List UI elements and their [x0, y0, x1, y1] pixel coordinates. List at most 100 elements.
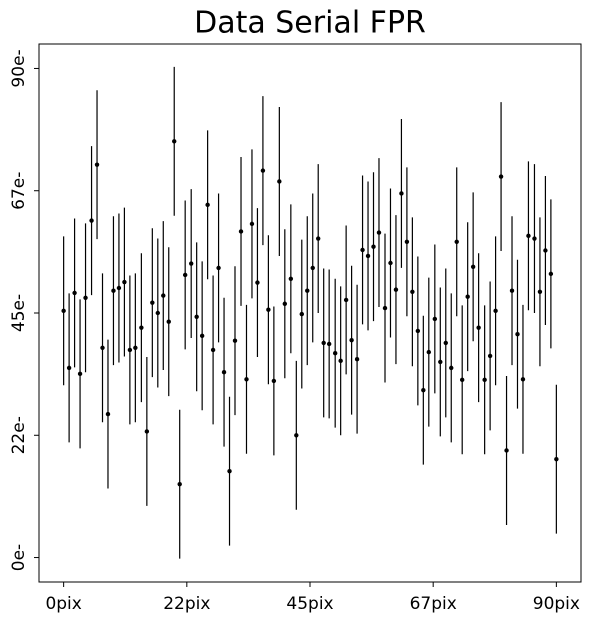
point: [316, 236, 321, 241]
point: [294, 433, 299, 438]
point: [520, 377, 526, 382]
point: [89, 218, 94, 223]
y-tick-label: 0e-: [9, 544, 29, 571]
point: [454, 239, 459, 245]
point: [249, 221, 255, 227]
point: [404, 239, 410, 245]
point: [376, 230, 382, 235]
y-tick-label: 67e-: [9, 172, 29, 210]
point: [482, 377, 487, 383]
x-tick-label: 45pix: [286, 594, 333, 614]
point: [116, 285, 122, 291]
point: [421, 387, 426, 393]
point: [360, 247, 365, 253]
point: [410, 289, 415, 295]
point: [216, 265, 221, 271]
point: [77, 371, 83, 377]
point: [94, 162, 100, 167]
point: [543, 248, 548, 253]
point: [61, 308, 66, 314]
point: [105, 411, 111, 417]
point: [326, 341, 332, 347]
point: [100, 345, 105, 350]
point: [415, 328, 421, 334]
y-tick-label: 45e-: [9, 294, 29, 332]
point: [365, 253, 371, 259]
point: [194, 314, 199, 320]
point: [133, 345, 138, 350]
chart-title: Data Serial FPR: [194, 6, 426, 41]
point: [470, 264, 476, 270]
point: [443, 340, 448, 346]
point: [227, 468, 232, 474]
point: [232, 338, 238, 343]
point: [199, 333, 205, 339]
point: [332, 351, 338, 356]
point: [393, 287, 399, 292]
point: [127, 347, 133, 353]
point: [72, 290, 77, 296]
point: [66, 365, 72, 371]
point: [509, 288, 515, 293]
point: [548, 271, 554, 277]
point: [321, 340, 326, 346]
point: [111, 288, 116, 293]
point: [476, 325, 481, 330]
x-tick-label: 90pix: [533, 594, 580, 614]
point: [221, 370, 227, 375]
point: [343, 297, 349, 303]
point: [210, 347, 216, 353]
point: [438, 359, 443, 365]
point: [266, 307, 271, 312]
point: [493, 308, 498, 314]
point: [122, 279, 127, 285]
point: [244, 377, 249, 382]
point: [260, 168, 266, 173]
point: [371, 244, 376, 249]
point: [161, 293, 166, 298]
point: [139, 325, 144, 330]
x-tick-label: 22pix: [163, 594, 210, 614]
point: [238, 229, 244, 234]
point: [150, 300, 155, 305]
point: [388, 260, 393, 266]
point: [299, 311, 304, 317]
point: [271, 378, 277, 384]
point: [399, 191, 404, 196]
point: [305, 288, 310, 293]
point: [255, 280, 260, 285]
point: [177, 481, 182, 487]
x-tick-label: 67pix: [410, 594, 457, 614]
point: [487, 353, 493, 359]
point: [349, 337, 354, 343]
x-tick-label: 0pix: [45, 594, 81, 614]
point: [172, 139, 177, 144]
point: [144, 429, 150, 434]
point: [465, 294, 470, 299]
point: [449, 365, 454, 371]
point: [166, 319, 171, 324]
point: [498, 174, 504, 179]
point: [382, 305, 388, 311]
point: [310, 265, 315, 271]
point: [155, 310, 161, 316]
point: [182, 272, 188, 278]
point: [83, 295, 88, 300]
point: [526, 233, 531, 239]
point: [532, 236, 537, 241]
point: [354, 356, 360, 362]
point: [426, 349, 432, 355]
point: [205, 202, 210, 208]
point: [537, 289, 543, 295]
point: [338, 358, 343, 364]
point: [282, 301, 288, 306]
point: [188, 261, 194, 266]
point: [459, 377, 465, 383]
point: [288, 276, 294, 281]
point: [277, 179, 282, 184]
y-tick-label: 22e-: [9, 416, 29, 454]
point: [515, 331, 520, 337]
point: [554, 456, 559, 462]
